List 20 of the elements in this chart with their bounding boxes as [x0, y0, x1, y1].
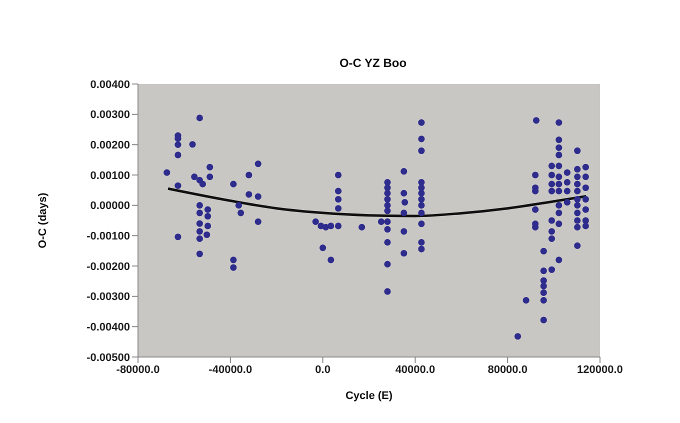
y-tick-label: -0.00200 — [86, 260, 130, 273]
y-tick-label: 0.00100 — [90, 170, 130, 182]
y-tick-label: 0.00300 — [90, 109, 130, 122]
x-tick-label: 40000.0 — [395, 364, 436, 376]
line-series — [166, 187, 588, 218]
y-tick-label: -0.00100 — [86, 230, 130, 243]
y-axis-title: O-C (days) — [36, 192, 49, 248]
x-tick-label: 0.0 — [315, 364, 330, 376]
y-tick-label: 0.00200 — [90, 140, 130, 152]
y-tick-label: -0.00400 — [86, 322, 130, 334]
y-tick-label: -0.00300 — [86, 291, 130, 304]
y-tick-label: 0.00000 — [90, 200, 130, 212]
x-tick-label: -80000.0 — [116, 364, 160, 376]
x-tick-label: -40000.0 — [208, 364, 252, 376]
x-tick-label: 120000.0 — [577, 364, 623, 376]
chart-title: O-C YZ Boo — [338, 56, 408, 70]
y-tick-label: -0.00500 — [86, 352, 130, 364]
x-axis-title: Cycle (E) — [345, 390, 393, 402]
x-tick-label: 80000.0 — [488, 364, 528, 376]
y-tick-label: 0.00400 — [90, 78, 130, 91]
